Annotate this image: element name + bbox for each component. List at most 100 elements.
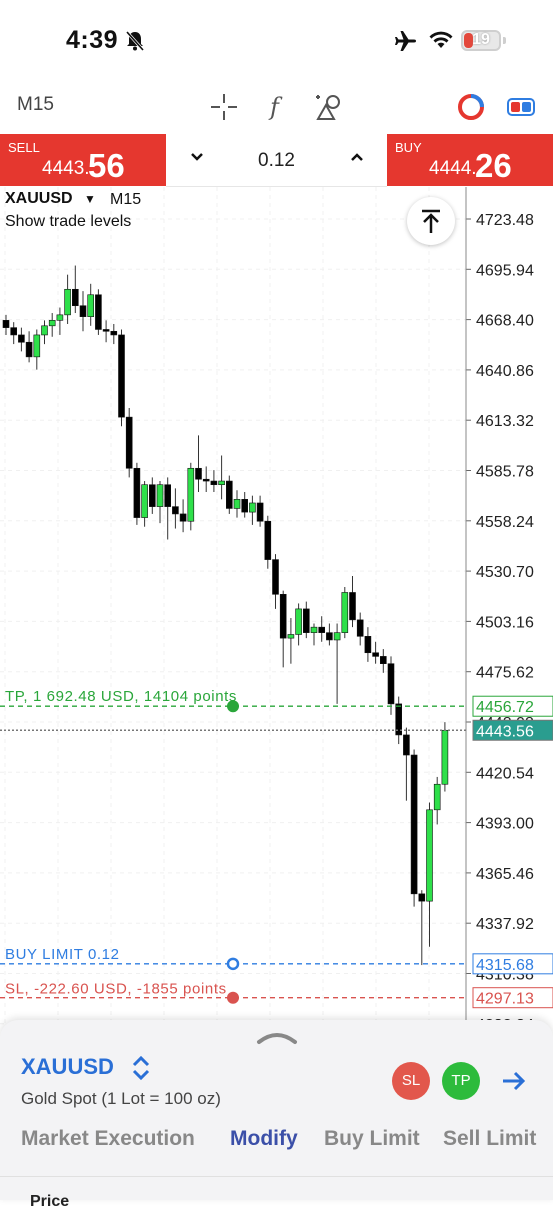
arrow-right-icon[interactable] (500, 1069, 528, 1098)
tab-market-execution[interactable]: Market Execution (21, 1127, 195, 1150)
sl-button[interactable]: SL (392, 1062, 430, 1100)
candle-bearish (349, 592, 356, 621)
candle-bullish (41, 325, 48, 336)
battery-level: 19 (472, 31, 490, 48)
price-tick-label: 4558.24 (476, 514, 534, 531)
candle-bearish (318, 626, 326, 633)
candle-bullish (33, 334, 41, 358)
status-time: 4:39 (66, 26, 119, 54)
price-tick-label: 4613.32 (476, 413, 534, 430)
scroll-to-top-button[interactable] (407, 197, 455, 245)
price-tick-label: 4530.70 (476, 564, 534, 581)
candle-bullish (141, 484, 148, 518)
one-click-trading-icon[interactable] (456, 92, 486, 127)
candle-bullish (48, 320, 56, 327)
symbol-dropdown-icon[interactable]: ▼ (84, 192, 96, 206)
candle-bearish (195, 467, 202, 480)
tp-annotation: TP, 1 692.48 USD, 14104 points (5, 688, 237, 705)
tab-buy-limit[interactable]: Buy Limit (324, 1127, 420, 1150)
chart-symbol[interactable]: XAUUSD (5, 190, 73, 207)
candle-bearish (79, 305, 87, 317)
candle-bearish (164, 484, 171, 507)
symbol-selector-icon[interactable] (130, 1055, 152, 1086)
volume-decrease-button[interactable] (188, 148, 206, 171)
price-tick-label: 4640.86 (476, 363, 534, 380)
tab-sell-limit[interactable]: Sell Limit (443, 1127, 537, 1150)
buy-limit-level-price-box (472, 953, 553, 975)
svg-text:f: f (268, 93, 283, 121)
candle-bearish (172, 506, 179, 515)
candle-bullish (187, 467, 195, 522)
sell-label: SELL (8, 140, 40, 155)
battery-cap (503, 37, 506, 44)
candle-bullish (441, 729, 449, 785)
price-tick-label: 4668.40 (476, 313, 534, 330)
candle-bearish (241, 499, 248, 513)
price-tick-label: 4723.48 (476, 212, 534, 229)
candle-bearish (202, 478, 210, 482)
volume-value[interactable]: 0.12 (258, 150, 295, 171)
bell-muted-icon (124, 30, 146, 57)
show-trade-levels[interactable]: Show trade levels (5, 213, 132, 230)
objects-icon[interactable] (314, 92, 344, 127)
tp-drag-handle (227, 700, 239, 713)
candle-bearish (118, 334, 125, 418)
volume-increase-button[interactable] (348, 148, 366, 171)
price-tick-label: 4695.94 (476, 262, 534, 279)
candle-bearish (256, 502, 264, 522)
airplane-mode-icon (394, 30, 418, 57)
tp-level-price-box (472, 695, 553, 717)
indicators-icon[interactable]: f (266, 92, 292, 127)
crosshair-icon[interactable] (209, 92, 239, 127)
price-tick-label: 4475.62 (476, 665, 534, 682)
tab-modify[interactable]: Modify (230, 1127, 298, 1150)
sl-level-price-label: 4297.13 (476, 991, 534, 1008)
candle-bearish (395, 703, 403, 736)
candle-bullish (87, 294, 94, 317)
candle-bearish (179, 513, 187, 522)
current-price-price-box (472, 719, 553, 741)
price-tick-label: 4337.92 (476, 916, 534, 933)
timeframe-button[interactable]: M15 (17, 94, 54, 115)
candle-bullish (218, 480, 225, 486)
candle-bearish (410, 754, 418, 895)
candle-bearish (18, 334, 25, 343)
price-chart[interactable]: 4723.48 4695.94 4668.40 4640.86 4613.32 4585.… (0, 187, 553, 1027)
sell-price-small: 4443. (42, 158, 90, 179)
candle-bullish (56, 314, 64, 321)
sell-price-big: 56 (88, 147, 125, 184)
candle-bearish (387, 663, 395, 705)
price-row-label: Price (30, 1193, 70, 1210)
candle-bearish (72, 288, 79, 307)
arrow-up-bar-icon (422, 209, 440, 233)
price-tick-label: 4503.16 (476, 614, 534, 631)
candle-bearish (326, 632, 333, 641)
wifi-icon (428, 30, 454, 55)
candle-bearish (102, 329, 110, 332)
buy-button[interactable]: BUY 4444. 26 (387, 134, 553, 186)
candle-bearish (110, 330, 118, 336)
sl-drag-handle (227, 991, 239, 1004)
price-tick-label: 4585.78 (476, 464, 534, 481)
price-row (0, 1176, 553, 1201)
candle-bearish (149, 484, 156, 507)
candle-bearish (10, 327, 17, 336)
candle-bullish (64, 288, 71, 316)
sl-annotation: SL, -222.60 USD, -1855 points (5, 981, 227, 998)
tp-button[interactable]: TP (442, 1062, 480, 1100)
candle-bullish (233, 499, 241, 509)
candle-bearish (302, 608, 310, 633)
candle-bearish (125, 416, 133, 469)
battery-icon: 19 (461, 30, 501, 51)
order-symbol[interactable]: XAUUSD (21, 1054, 114, 1079)
price-tick-label: 4420.54 (476, 765, 534, 782)
candle-bearish (133, 467, 141, 518)
sell-button[interactable]: SELL 4443. 56 (0, 134, 166, 186)
buy-label: BUY (395, 140, 422, 155)
trade-icon[interactable] (505, 92, 537, 127)
candle-bearish (372, 652, 379, 657)
buy-limit-level-price-label: 4315.68 (476, 957, 534, 974)
sheet-handle-icon[interactable] (256, 1030, 298, 1051)
price-tick-label: 4365.46 (476, 866, 534, 883)
candle-bullish (249, 502, 256, 513)
